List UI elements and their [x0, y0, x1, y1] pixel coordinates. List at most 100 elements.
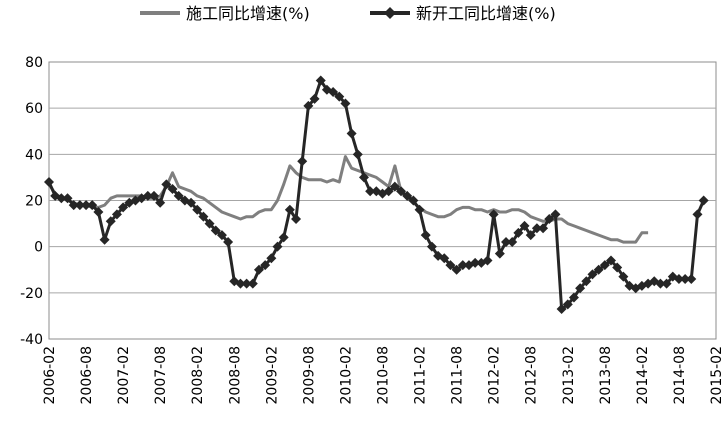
data-point [346, 128, 357, 139]
data-point [501, 237, 512, 248]
data-point [315, 75, 326, 86]
data-point [148, 190, 159, 201]
data-point [62, 193, 73, 204]
data-point [439, 253, 450, 264]
data-point [87, 200, 98, 211]
data-point [99, 234, 110, 245]
data-point [297, 156, 308, 167]
x-tick-label: 2009-02 [264, 346, 280, 405]
data-point [519, 220, 530, 231]
data-point [105, 216, 116, 227]
data-point [155, 197, 166, 208]
x-tick-label: 2014-02 [635, 346, 651, 405]
data-point [389, 181, 400, 192]
data-point [680, 273, 691, 284]
data-point [568, 292, 579, 303]
data-point [74, 200, 85, 211]
data-point [223, 237, 234, 248]
data-point [340, 98, 351, 109]
data-point [210, 225, 221, 236]
data-point [334, 91, 345, 102]
x-tick-label: 2008-08 [227, 346, 243, 405]
data-point [93, 207, 104, 218]
data-point [599, 260, 610, 271]
data-point [309, 93, 320, 104]
x-tick-label: 2013-08 [598, 346, 614, 405]
y-tick-label: 60 [25, 101, 43, 117]
data-point [247, 278, 258, 289]
data-point [266, 253, 277, 264]
data-point [44, 177, 54, 188]
data-point [612, 262, 623, 273]
data-point [507, 237, 518, 248]
data-point [272, 241, 283, 252]
data-point [482, 255, 493, 266]
data-point [655, 278, 666, 289]
x-tick-label: 2012-02 [487, 346, 503, 405]
data-point [56, 193, 67, 204]
y-tick-label: 40 [25, 147, 43, 163]
data-point [661, 278, 672, 289]
data-point [186, 197, 197, 208]
data-point [494, 248, 505, 259]
y-tick-label: 0 [34, 240, 43, 256]
data-point [556, 303, 567, 314]
data-point [593, 264, 604, 275]
x-tick-label: 2010-08 [376, 346, 392, 405]
data-point [284, 204, 295, 215]
legend: 施工同比增速(%) 新开工同比增速(%) [140, 4, 556, 23]
data-point [118, 202, 129, 213]
data-point [544, 213, 555, 224]
data-point [513, 227, 524, 238]
data-point [426, 241, 437, 252]
y-tick-label: -40 [20, 332, 43, 348]
data-point [698, 195, 709, 206]
data-point [402, 190, 413, 201]
y-tick-label: 80 [25, 55, 43, 71]
data-point [173, 190, 184, 201]
data-point [692, 209, 703, 220]
data-point [488, 209, 499, 220]
data-point [408, 195, 419, 206]
data-point [396, 186, 407, 197]
data-point [253, 264, 264, 275]
data-point [383, 186, 394, 197]
data-point [618, 271, 629, 282]
data-point [457, 260, 468, 271]
data-point [161, 179, 172, 190]
data-point [352, 149, 363, 160]
legend-marker-new-starts [384, 7, 396, 19]
x-axis-tick-labels: 2006-02 2006-08 2007-02 2007-08 2008-02 2008-… [42, 346, 725, 405]
data-point [606, 255, 617, 266]
data-point [111, 209, 122, 220]
data-point [278, 232, 289, 243]
data-point [531, 223, 542, 234]
data-point [192, 204, 203, 215]
data-point [470, 257, 481, 268]
data-point [167, 183, 178, 194]
data-point [575, 283, 586, 294]
data-point [414, 204, 425, 215]
y-tick-label: -20 [20, 286, 43, 302]
x-tick-label: 2012-08 [524, 346, 540, 405]
legend-label-construction: 施工同比增速(%) [186, 4, 310, 23]
data-point [198, 211, 209, 222]
x-tick-label: 2011-02 [413, 346, 429, 405]
data-point [562, 299, 573, 310]
data-point [241, 278, 252, 289]
legend-label-new-starts: 新开工同比增速(%) [416, 4, 556, 23]
data-point [81, 200, 92, 211]
data-point [204, 218, 215, 229]
x-tick-label: 2013-02 [561, 346, 577, 405]
x-tick-label: 2007-08 [153, 346, 169, 405]
data-point [686, 273, 697, 284]
data-point [303, 100, 314, 111]
data-point [68, 200, 79, 211]
x-tick-label: 2008-02 [190, 346, 206, 405]
data-point [451, 264, 462, 275]
data-point [581, 276, 592, 287]
data-point [587, 269, 598, 280]
x-tick-label: 2006-08 [79, 346, 95, 405]
data-point [142, 190, 153, 201]
